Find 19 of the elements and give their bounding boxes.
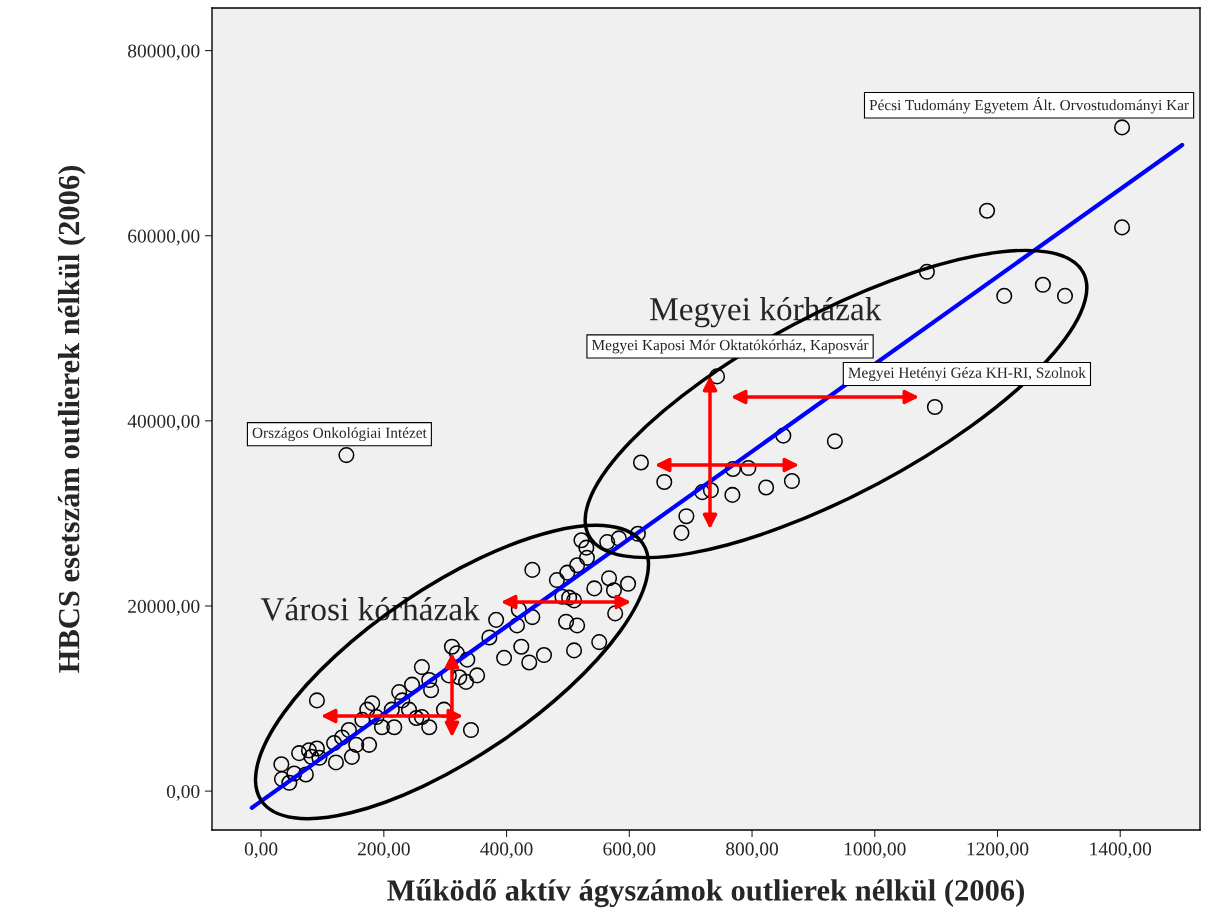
annotation: Megyei Hetényi Géza KH-RI, Szolnok: [848, 367, 1086, 381]
x-tick-label: 0,00: [244, 842, 278, 859]
y-tick-label: 0,00: [166, 784, 200, 801]
y-tick-label: 40000,00: [127, 414, 200, 431]
annotation: Pécsi Tudomány Egyetem Ált. Orvostudományi Kar: [869, 97, 1189, 114]
y-tick-label: 60000,00: [128, 229, 200, 246]
x-tick-label: 600,00: [603, 842, 656, 859]
x-tick-label: 400,00: [480, 842, 533, 859]
annotation: Országos Onkológiai Intézet: [252, 427, 427, 442]
annotation: Megyei Kaposi Mór Oktatókórház, Kaposvár: [591, 339, 869, 354]
x-tick-label: 1000,00: [844, 842, 906, 859]
y-axis-title: HBCS esetszám outlierek nélkül (2006): [57, 166, 86, 673]
x-tick-label: 1200,00: [967, 842, 1029, 859]
x-tick-label: 200,00: [357, 842, 410, 859]
y-tick-label: 20000,00: [128, 599, 200, 616]
x-axis-title: Működő aktív ágyszámok outlierek nélkül (2006): [387, 878, 1024, 908]
x-tick-label: 800,00: [726, 842, 779, 859]
x-tick-label: 1400,00: [1090, 842, 1152, 859]
y-tick-label: 80000,00: [128, 44, 200, 61]
